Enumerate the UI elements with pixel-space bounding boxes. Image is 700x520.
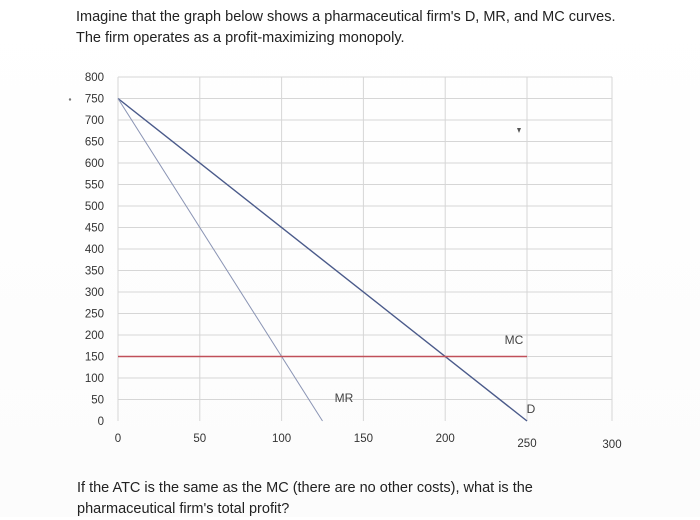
question-line-3: If the ATC is the same as the MC (there …	[77, 480, 533, 496]
y-tick-label: 500	[85, 201, 104, 213]
y-tick-label: 350	[85, 266, 104, 278]
question-prompt: If the ATC is the same as the MC (there …	[77, 478, 637, 520]
y-tick-label: 750	[85, 94, 104, 106]
y-tick-label: 600	[85, 158, 104, 170]
x-tick-label: 150	[354, 433, 373, 445]
x-tick-label: 250	[517, 438, 536, 450]
y-tick-label: 0	[98, 416, 104, 428]
series-mc-label: MC	[505, 333, 524, 347]
y-tick-label: 100	[85, 373, 104, 385]
x-tick-label: 0	[115, 433, 121, 445]
stray-marker-icon	[517, 128, 521, 133]
y-tick-label: 50	[91, 395, 104, 407]
y-tick-label: 700	[85, 115, 104, 127]
y-tick-label: 250	[85, 309, 104, 321]
y-tick-label: 800	[85, 72, 104, 84]
y-tick-label: 650	[85, 137, 104, 149]
question-line-4: pharmaceutical firm's total profit?	[77, 501, 290, 517]
x-tick-label: 50	[193, 433, 206, 445]
x-tick-label: 200	[436, 433, 455, 445]
stray-dot-icon	[68, 98, 72, 101]
x-tick-label: 100	[272, 433, 291, 445]
y-tick-label: 550	[85, 180, 104, 192]
series-d-line	[117, 97, 528, 422]
y-tick-label: 400	[85, 244, 104, 256]
y-tick-label: 300	[85, 287, 104, 299]
y-tick-label: 450	[85, 223, 104, 235]
y-tick-label: 200	[85, 330, 104, 342]
series-mr-line	[117, 98, 323, 422]
y-tick-label: 150	[85, 352, 104, 364]
question-line-1: Imagine that the graph below shows a pha…	[76, 9, 616, 25]
series-mr-label: MR	[335, 391, 354, 405]
question-intro: Imagine that the graph below shows a pha…	[76, 7, 676, 49]
x-tick-label: 300	[602, 439, 621, 451]
question-line-2: The firm operates as a profit-maximizing…	[76, 30, 405, 46]
series-d-label: D	[527, 402, 536, 416]
